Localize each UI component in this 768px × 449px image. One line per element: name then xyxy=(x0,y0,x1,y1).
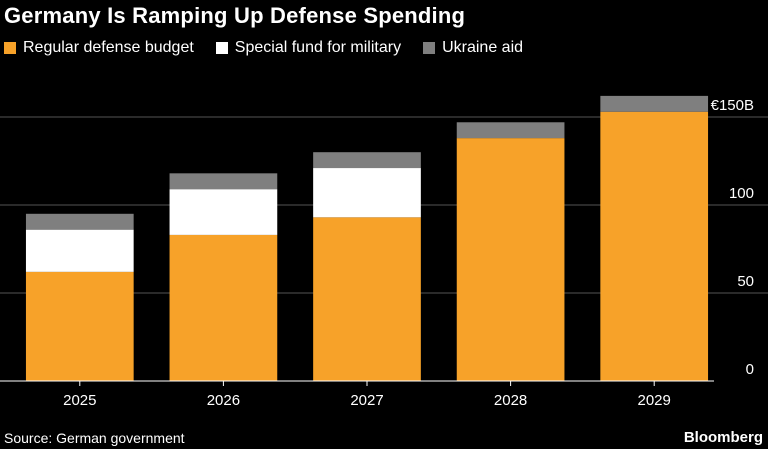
bar-segment xyxy=(600,111,709,381)
x-tick-label: 2029 xyxy=(638,392,671,409)
bar-segment xyxy=(456,122,565,139)
bar-segment xyxy=(313,217,421,381)
source-note: Source: German government xyxy=(4,430,185,446)
legend-label: Special fund for military xyxy=(234,39,402,56)
legend-swatch xyxy=(4,42,16,54)
bar-segment xyxy=(169,173,278,190)
bar-segment xyxy=(25,271,134,381)
legend-swatch xyxy=(215,42,228,54)
x-tick-label: 2025 xyxy=(63,392,96,409)
legend-item: Special fund for military xyxy=(215,39,402,57)
bar-segment xyxy=(25,229,134,272)
x-tick-label: 2026 xyxy=(207,392,240,409)
legend-label: Regular defense budget xyxy=(23,39,194,56)
bar-segment xyxy=(600,95,709,112)
y-tick-label: 0 xyxy=(746,361,754,378)
legend-swatch xyxy=(423,42,436,54)
legend-item: Ukraine aid xyxy=(423,39,523,57)
chart-title: Germany Is Ramping Up Defense Spending xyxy=(4,3,466,28)
y-tick-label: 100 xyxy=(729,185,754,202)
legend-item: Regular defense budget xyxy=(4,39,194,57)
x-tick-label: 2028 xyxy=(494,392,527,409)
bar-segment xyxy=(169,189,278,235)
y-tick-label: 50 xyxy=(737,273,754,290)
bar-segment xyxy=(456,138,565,381)
x-tick-label: 2027 xyxy=(350,392,383,409)
legend: Regular defense budget Special fund for m… xyxy=(4,39,545,57)
legend-label: Ukraine aid xyxy=(442,39,524,56)
brand-logo: Bloomberg xyxy=(683,429,763,446)
bar-segment xyxy=(313,152,421,169)
bar-segment xyxy=(25,213,134,230)
bar-segment xyxy=(313,168,421,218)
bar-segment xyxy=(169,234,278,381)
y-tick-label: €150B xyxy=(711,97,754,114)
